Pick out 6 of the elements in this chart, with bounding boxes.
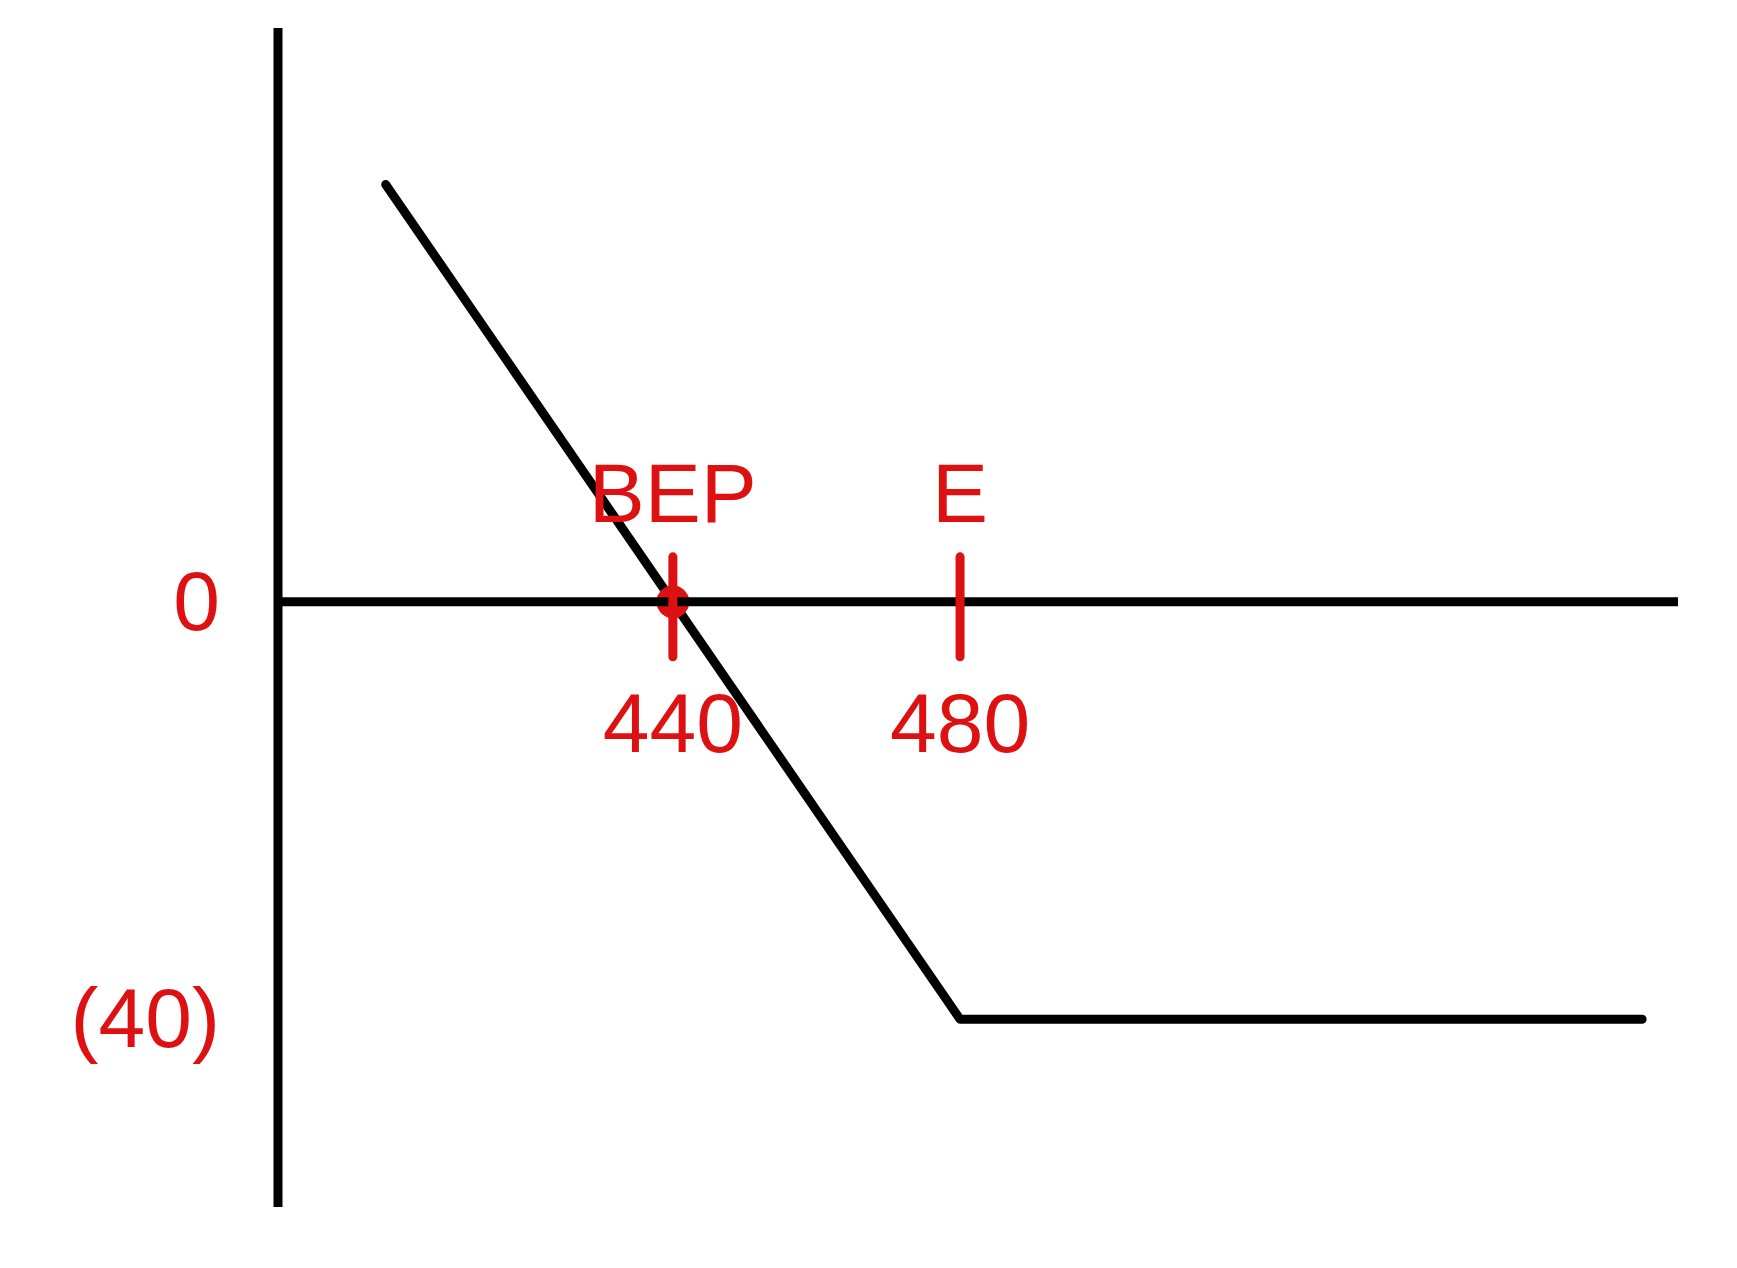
y-tick-label: (40) [70,971,220,1066]
x-tick-label: 480 [889,675,1031,770]
y-tick-label: 0 [173,553,220,648]
annotation: E [932,445,989,540]
annotation: BEP [588,445,757,540]
x-tick-label: 440 [602,675,743,770]
